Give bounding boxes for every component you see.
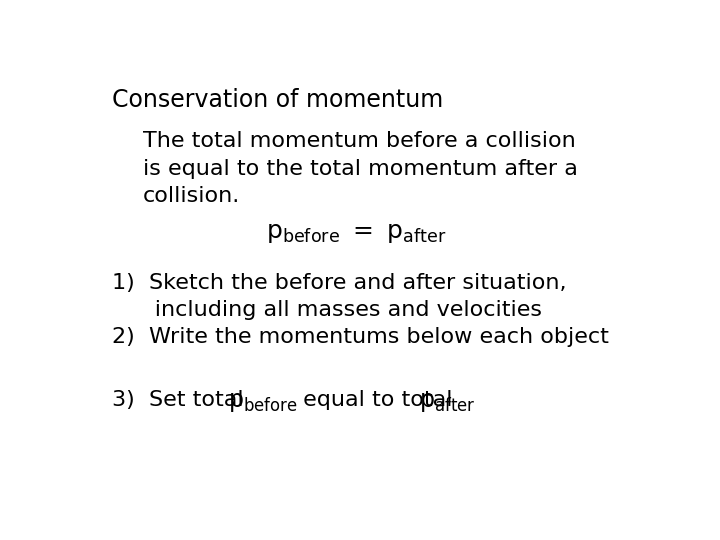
- Text: $\mathregular{p}_{\mathregular{after}}$: $\mathregular{p}_{\mathregular{after}}$: [419, 390, 476, 414]
- Text: equal to total: equal to total: [297, 390, 460, 410]
- Text: $\mathregular{p}_{\mathregular{before}}\ =\ \mathregular{p}_{\mathregular{after}: $\mathregular{p}_{\mathregular{before}}\…: [266, 221, 446, 245]
- Text: $\mathregular{p}_{\mathregular{before}}$: $\mathregular{p}_{\mathregular{before}}$: [228, 390, 298, 414]
- Text: 3)  Set total: 3) Set total: [112, 390, 251, 410]
- Text: The total momentum before a collision
is equal to the total momentum after a
col: The total momentum before a collision is…: [143, 131, 578, 206]
- Text: Conservation of momentum: Conservation of momentum: [112, 87, 444, 112]
- Text: 1)  Sketch the before and after situation,
      including all masses and veloci: 1) Sketch the before and after situation…: [112, 273, 609, 347]
